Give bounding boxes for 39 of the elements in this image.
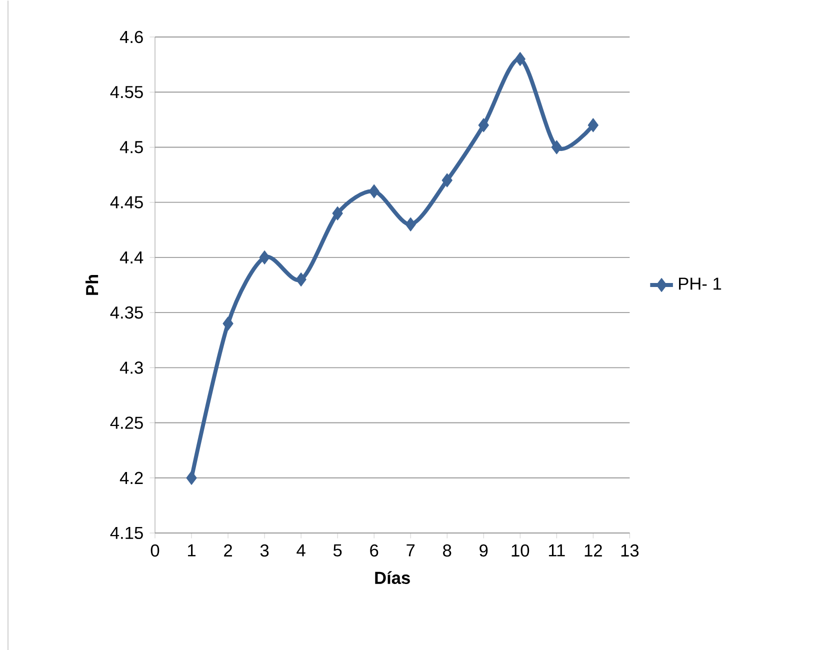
x-tick-label: 1 (188, 544, 196, 556)
y-tick-label: 4.4 (120, 251, 144, 264)
point (222, 316, 234, 331)
x-tick-label: 2 (224, 544, 232, 556)
x-tick-label: 5 (333, 544, 342, 556)
x-tick-label: 4 (296, 544, 306, 556)
x-tick-label: 13 (621, 544, 639, 557)
point (186, 470, 197, 485)
y-tick-label: 4.45 (110, 196, 143, 208)
x-tick-label: 9 (480, 544, 488, 557)
point (332, 206, 343, 220)
y-tick-label: 4.6 (120, 30, 143, 44)
x-tick-label: 3 (260, 544, 269, 557)
y-tick-label: 4.15 (110, 526, 143, 540)
y-tick-label: 4.55 (110, 86, 143, 98)
legend-label: PH- 1 (679, 278, 722, 290)
point (514, 52, 526, 66)
point (259, 250, 270, 264)
point (368, 184, 380, 198)
x-tick-label: 8 (443, 544, 452, 557)
y-axis-title: Ph (86, 274, 98, 295)
x-tick-label: 12 (584, 544, 602, 556)
y-tick-label: 4.3 (120, 362, 143, 374)
x-tick-label: 7 (406, 544, 415, 556)
point (588, 118, 598, 132)
y-tick-label: 4.35 (110, 306, 143, 319)
x-tick-label: 0 (150, 544, 160, 557)
x-axis-title: Días (375, 571, 410, 584)
point (296, 272, 306, 286)
y-tick-label: 4.5 (120, 141, 143, 154)
point (478, 118, 489, 132)
point (551, 140, 562, 154)
x-tick-label: 6 (370, 544, 378, 557)
y-tick-label: 4.2 (120, 472, 143, 484)
point (405, 217, 416, 232)
x-tick-label: 11 (548, 544, 565, 556)
y-tick-label: 4.25 (110, 416, 143, 429)
x-tick-label: 10 (512, 544, 530, 557)
point (442, 173, 452, 188)
